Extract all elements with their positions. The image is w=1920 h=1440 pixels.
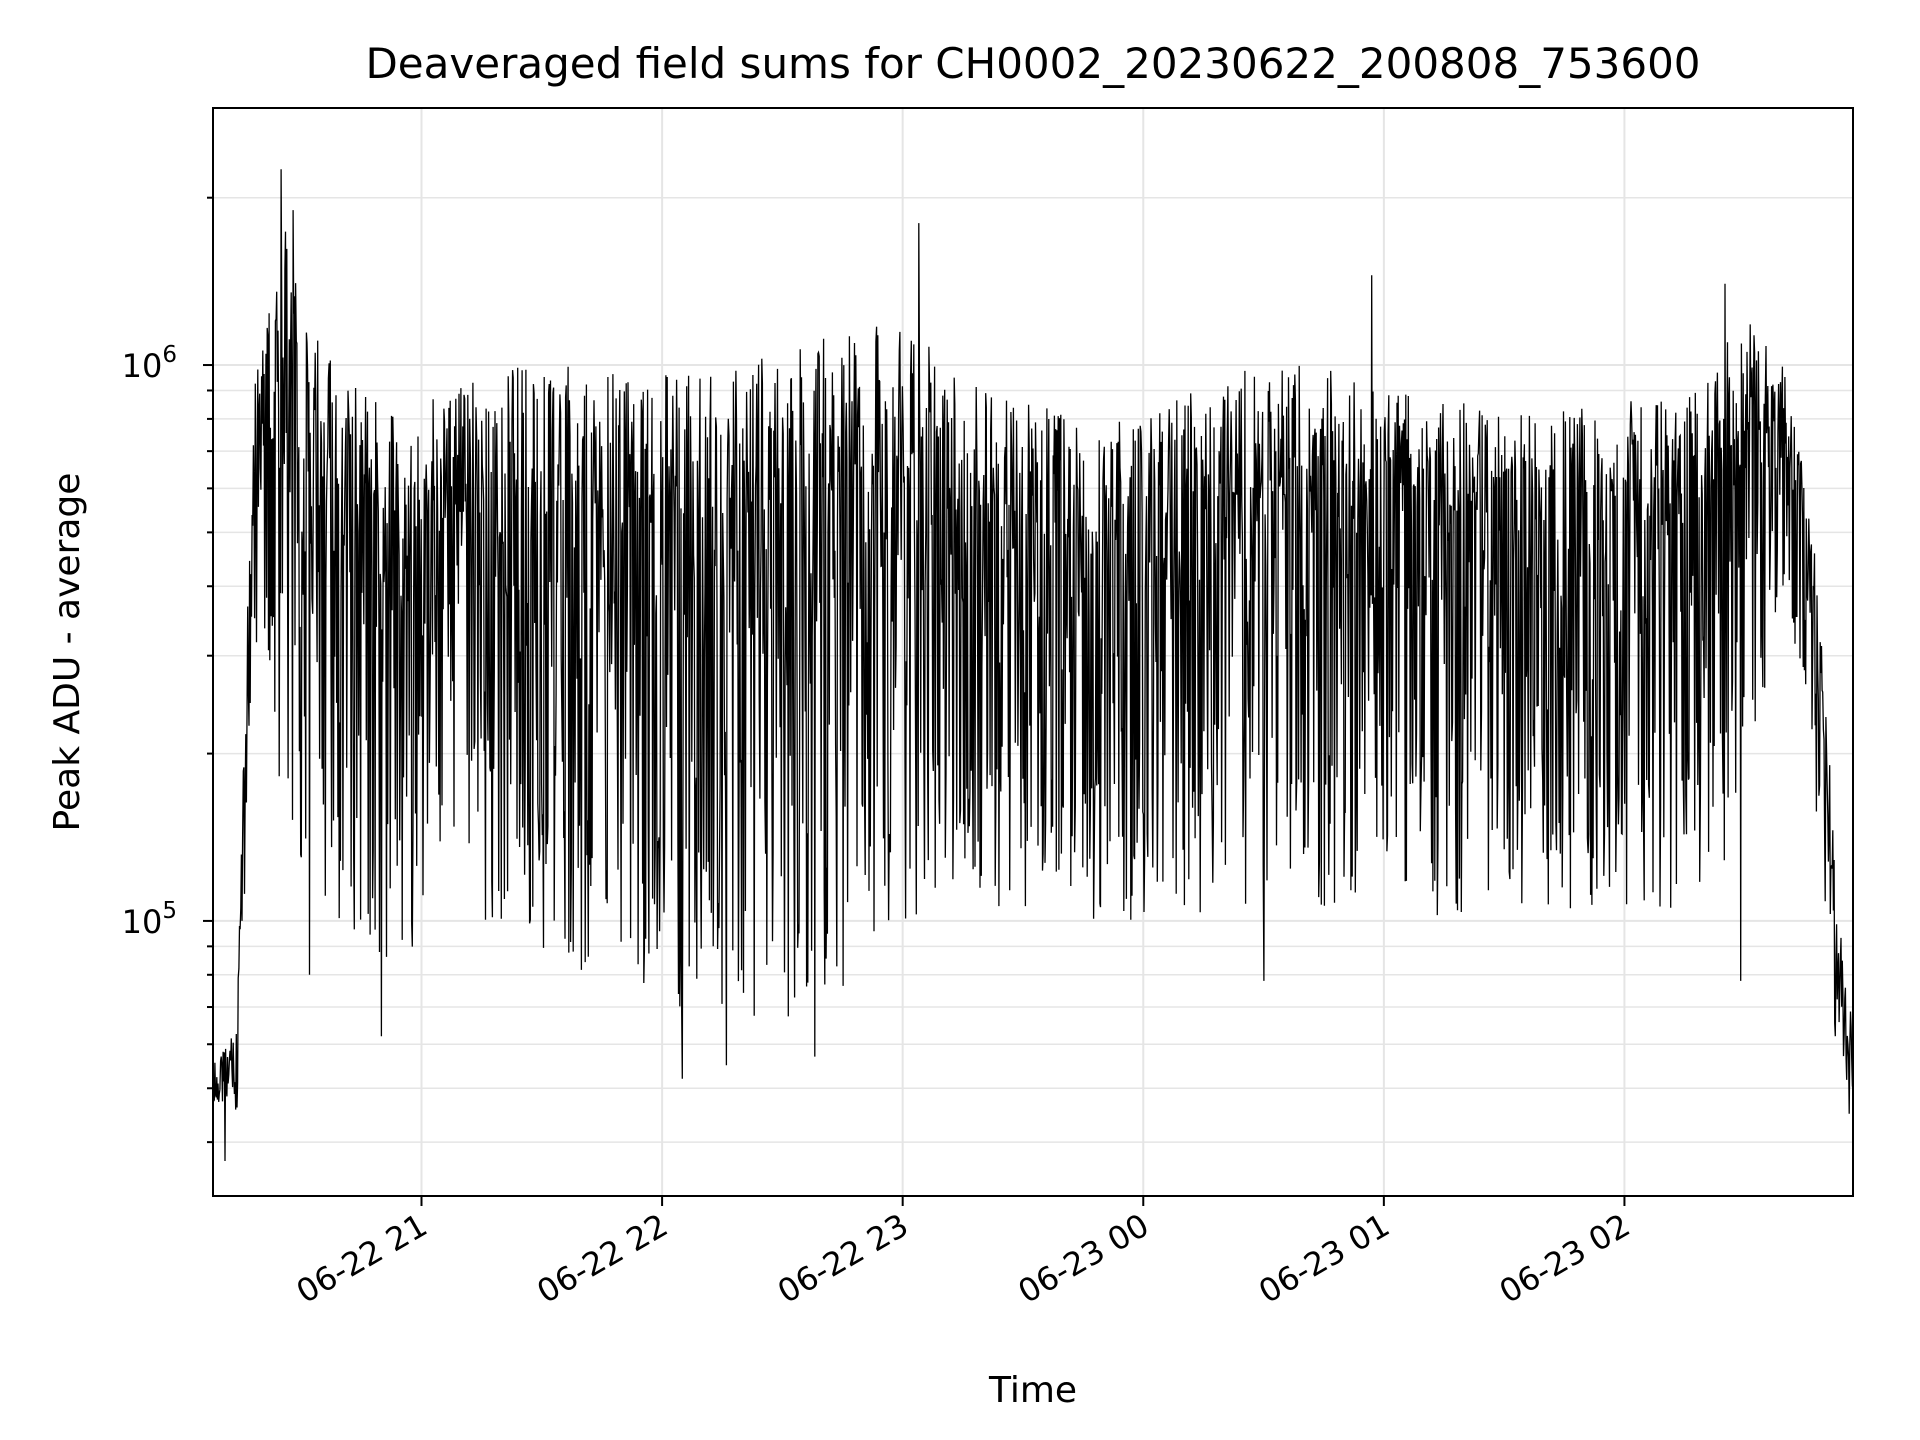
data-series (212, 169, 1854, 1162)
y-tick-label: 106 (122, 342, 177, 385)
series-line (212, 169, 1854, 1162)
y-tick-exponent: 5 (162, 898, 177, 924)
y-axis-label: Peak ADU - average (47, 473, 88, 832)
y-tick-exponent: 6 (162, 342, 177, 368)
y-tick-base: 10 (122, 347, 163, 385)
x-axis-label: Time (988, 1370, 1077, 1411)
y-tick-base: 10 (122, 903, 163, 941)
chart-title: Deaveraged field sums for CH0002_2023062… (365, 39, 1700, 88)
y-tick-label: 105 (122, 898, 177, 941)
plot-frame (212, 107, 1854, 1197)
